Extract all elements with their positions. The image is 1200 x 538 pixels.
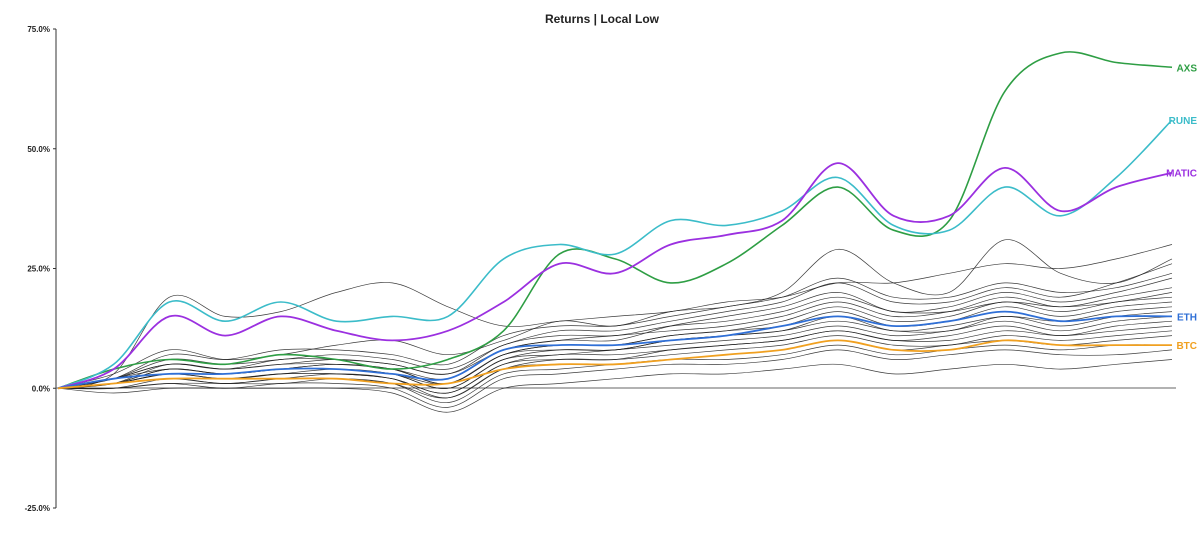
y-tick-label: 75.0%: [27, 25, 50, 34]
series-label-rune: RUNE: [1169, 116, 1198, 127]
other-asset-line: [57, 272, 1173, 389]
y-axis-ticks: 75.0% 50.0% 25.0% 0.0% -25.0%: [25, 25, 56, 513]
series-label-btc: BTC: [1176, 341, 1197, 352]
other-asset-line: [57, 263, 1173, 389]
other-asset-line: [57, 244, 1173, 389]
other-asset-line: [57, 306, 1173, 389]
series-line-eth: [57, 310, 1173, 390]
other-asset-line: [57, 316, 1173, 389]
y-tick-label: -25.0%: [25, 504, 50, 513]
chart-title: Returns | Local Low: [545, 12, 660, 26]
highlighted-asset-lines: [57, 51, 1173, 390]
series-labels: AXS RUNE MATIC ETH BTC: [1166, 63, 1197, 352]
other-asset-line: [57, 349, 1173, 408]
y-tick-label: 25.0%: [27, 265, 50, 274]
series-line-btc: [57, 339, 1172, 390]
y-tick-label: 50.0%: [27, 145, 50, 154]
series-line-rune: [57, 119, 1173, 390]
series-label-eth: ETH: [1177, 312, 1197, 323]
other-asset-line: [57, 239, 1173, 389]
series-line-matic: [57, 162, 1173, 390]
y-tick-label: 0.0%: [32, 384, 50, 393]
series-label-axs: AXS: [1176, 63, 1197, 74]
other-asset-lines: [57, 239, 1173, 413]
other-asset-line: [57, 292, 1173, 389]
other-asset-line: [57, 277, 1173, 389]
series-line-axs: [57, 51, 1173, 390]
other-asset-line: [57, 320, 1173, 394]
series-label-matic: MATIC: [1166, 169, 1197, 180]
other-asset-line: [57, 359, 1173, 413]
